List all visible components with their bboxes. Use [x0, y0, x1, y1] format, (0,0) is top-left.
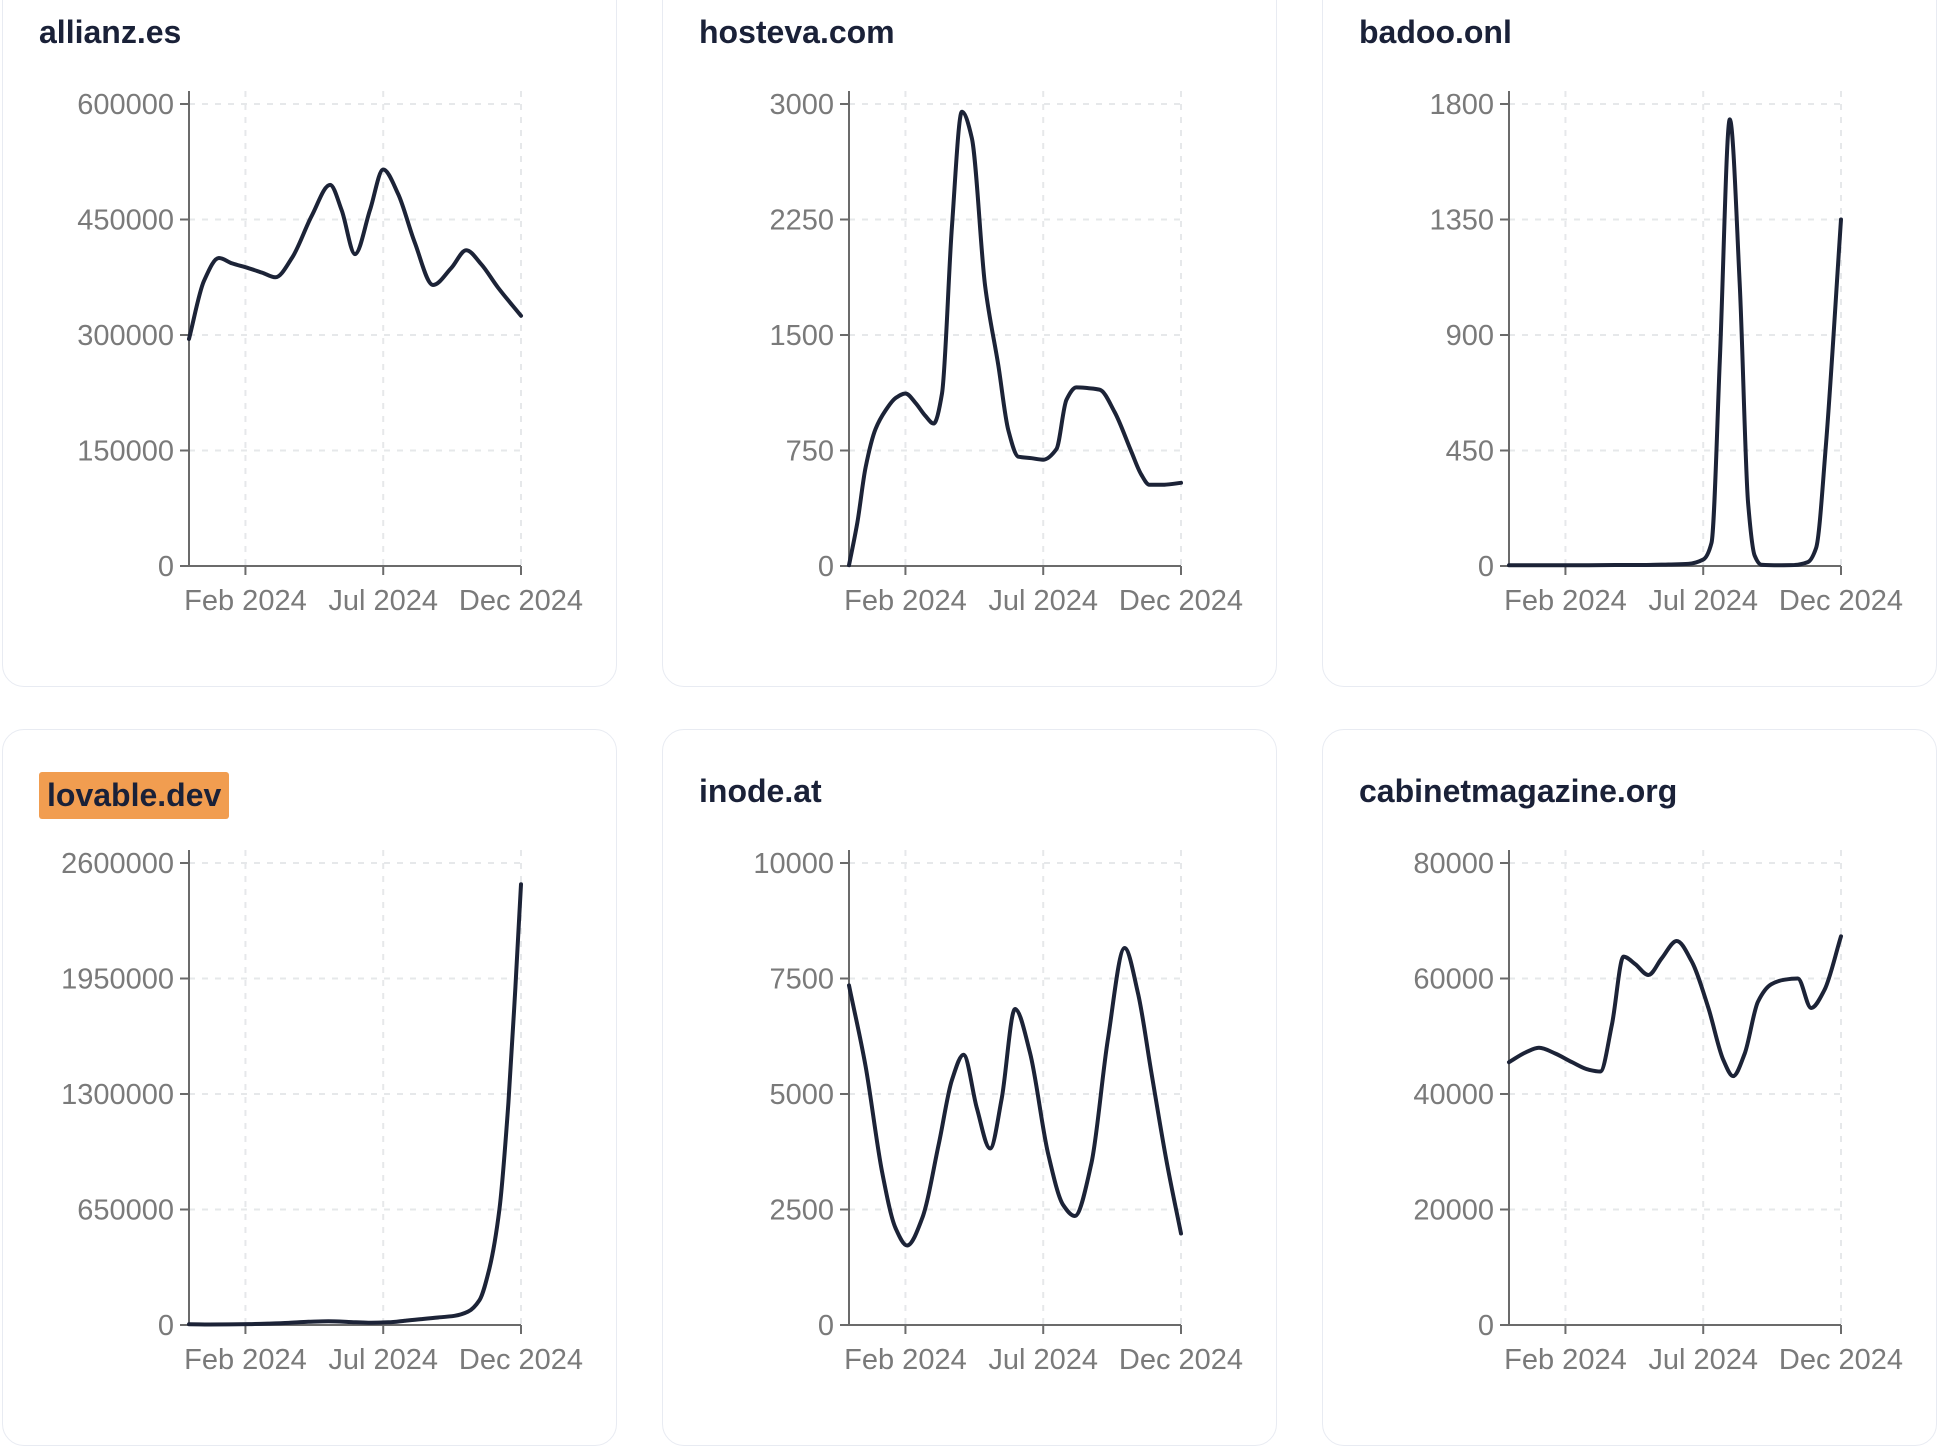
- svg-text:1500: 1500: [769, 320, 834, 352]
- domain-name-label[interactable]: allianz.es: [39, 14, 182, 50]
- svg-text:3000: 3000: [769, 89, 834, 121]
- svg-text:7500: 7500: [769, 964, 834, 996]
- svg-text:150000: 150000: [77, 436, 174, 468]
- domain-name-label[interactable]: badoo.onl: [1359, 14, 1512, 50]
- svg-text:Jul 2024: Jul 2024: [328, 1344, 438, 1376]
- svg-text:Dec 2024: Dec 2024: [459, 1344, 583, 1376]
- svg-text:1350: 1350: [1429, 205, 1494, 237]
- svg-text:0: 0: [1478, 551, 1494, 583]
- svg-text:Jul 2024: Jul 2024: [988, 1344, 1098, 1376]
- svg-text:Feb 2024: Feb 2024: [1504, 1344, 1627, 1376]
- chart-title[interactable]: cabinetmagazine.org: [1359, 772, 1677, 810]
- chart-card: hosteva.com 0 750 1500 2250 3000 Feb 2024 Jul …: [662, 0, 1277, 687]
- chart-card: lovable.dev 0 650000 1300000 1950000 2600000…: [2, 729, 617, 1446]
- svg-text:900: 900: [1446, 320, 1494, 352]
- svg-text:Feb 2024: Feb 2024: [184, 1344, 307, 1376]
- chart-title[interactable]: lovable.dev: [39, 772, 230, 820]
- chart-title[interactable]: inode.at: [699, 772, 822, 810]
- svg-text:Jul 2024: Jul 2024: [1648, 585, 1758, 617]
- svg-text:5000: 5000: [769, 1079, 834, 1111]
- svg-text:Dec 2024: Dec 2024: [1779, 585, 1903, 617]
- svg-text:750: 750: [786, 436, 834, 468]
- chart-card: allianz.es 0 150000 300000 450000 600000 Feb …: [2, 0, 617, 687]
- svg-text:0: 0: [818, 1310, 834, 1342]
- svg-text:1300000: 1300000: [61, 1079, 174, 1111]
- svg-text:Jul 2024: Jul 2024: [1648, 1344, 1758, 1376]
- svg-text:0: 0: [1478, 1310, 1494, 1342]
- svg-text:0: 0: [818, 551, 834, 583]
- line-chart: 0 750 1500 2250 3000 Feb 2024 Jul 2024 Dec 2024: [769, 89, 1243, 617]
- svg-text:300000: 300000: [77, 320, 174, 352]
- svg-text:0: 0: [158, 551, 174, 583]
- svg-text:Jul 2024: Jul 2024: [988, 585, 1098, 617]
- svg-text:2500: 2500: [769, 1195, 834, 1227]
- svg-text:Feb 2024: Feb 2024: [844, 585, 967, 617]
- chart-card: cabinetmagazine.org 0 20000 40000 60000 8000…: [1322, 729, 1937, 1446]
- svg-text:40000: 40000: [1413, 1079, 1494, 1111]
- svg-text:Dec 2024: Dec 2024: [1119, 1344, 1243, 1376]
- line-chart: 0 20000 40000 60000 80000 Feb 2024 Jul 2024 Dec…: [1413, 848, 1903, 1376]
- svg-text:Feb 2024: Feb 2024: [1504, 585, 1627, 617]
- svg-text:600000: 600000: [77, 89, 174, 121]
- svg-text:Dec 2024: Dec 2024: [459, 585, 583, 617]
- svg-text:0: 0: [158, 1310, 174, 1342]
- svg-text:2250: 2250: [769, 205, 834, 237]
- svg-text:1800: 1800: [1429, 89, 1494, 121]
- svg-text:20000: 20000: [1413, 1195, 1494, 1227]
- line-chart: 0 450 900 1350 1800 Feb 2024 Jul 2024 Dec 2024: [1429, 89, 1903, 617]
- line-chart: 0 650000 1300000 1950000 2600000 Feb 2024 Jul …: [61, 848, 583, 1376]
- chart-card: inode.at 0 2500 5000 7500 10000 Feb 2024 Jul 2…: [662, 729, 1277, 1446]
- svg-text:Feb 2024: Feb 2024: [184, 585, 307, 617]
- line-chart: 0 150000 300000 450000 600000 Feb 2024 Jul 202…: [77, 89, 583, 617]
- svg-text:Jul 2024: Jul 2024: [328, 585, 438, 617]
- domain-name-label[interactable]: cabinetmagazine.org: [1359, 773, 1678, 809]
- svg-text:1950000: 1950000: [61, 964, 174, 996]
- chart-title[interactable]: hosteva.com: [699, 13, 895, 51]
- svg-text:450: 450: [1446, 436, 1494, 468]
- domain-name-label[interactable]: hosteva.com: [699, 14, 895, 50]
- svg-text:2600000: 2600000: [61, 848, 174, 880]
- svg-text:Dec 2024: Dec 2024: [1779, 1344, 1903, 1376]
- svg-text:80000: 80000: [1413, 848, 1494, 880]
- chart-card: badoo.onl 0 450 900 1350 1800 Feb 2024 Jul 202…: [1322, 0, 1937, 687]
- svg-text:450000: 450000: [77, 205, 174, 237]
- svg-text:650000: 650000: [77, 1195, 174, 1227]
- svg-text:Feb 2024: Feb 2024: [844, 1344, 967, 1376]
- svg-text:10000: 10000: [753, 848, 834, 880]
- svg-text:Dec 2024: Dec 2024: [1119, 585, 1243, 617]
- domain-name-label[interactable]: inode.at: [699, 773, 822, 809]
- svg-text:60000: 60000: [1413, 964, 1494, 996]
- domain-name-label-highlighted[interactable]: lovable.dev: [39, 772, 230, 820]
- chart-title[interactable]: badoo.onl: [1359, 13, 1512, 51]
- line-chart: 0 2500 5000 7500 10000 Feb 2024 Jul 2024 Dec 20…: [753, 848, 1243, 1376]
- chart-title[interactable]: allianz.es: [39, 13, 181, 51]
